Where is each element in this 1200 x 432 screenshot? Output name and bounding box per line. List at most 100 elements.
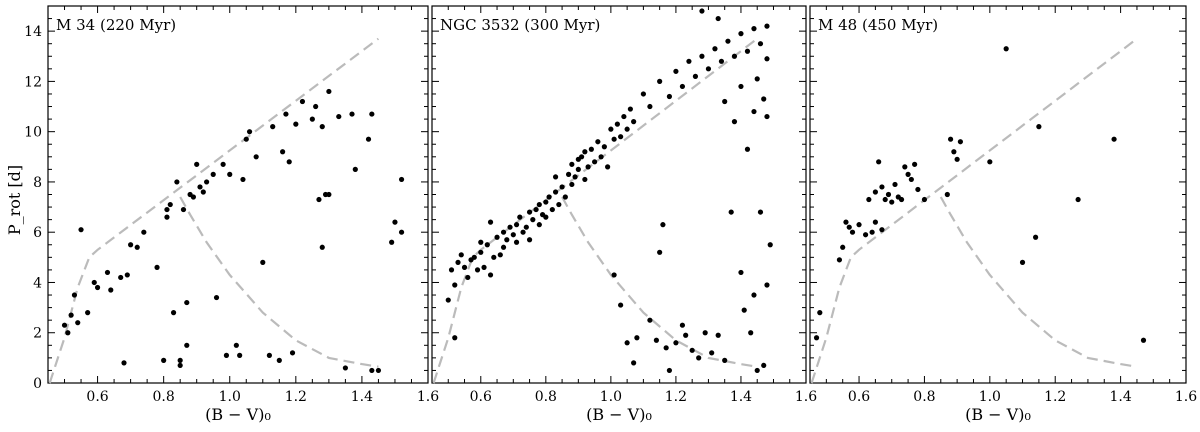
data-point (326, 191, 332, 198)
y-tick-label: 10 (24, 125, 42, 141)
data-point (65, 330, 71, 336)
data-point (121, 360, 127, 366)
x-tick-label: 1.4 (730, 389, 752, 405)
data-point (445, 297, 451, 303)
data-point (1019, 259, 1026, 265)
data-point (461, 264, 468, 270)
data-point (846, 224, 852, 230)
data-point (689, 347, 695, 353)
data-point (452, 335, 458, 341)
data-point (190, 194, 196, 200)
data-point (647, 317, 653, 323)
data-point (270, 124, 276, 130)
data-point (856, 222, 862, 228)
data-point (299, 98, 306, 105)
data-point (696, 355, 702, 361)
data-point (474, 267, 481, 273)
data-point (78, 227, 84, 233)
data-point (104, 269, 111, 276)
data-point (757, 41, 764, 47)
data-point (912, 161, 918, 167)
data-point (611, 272, 617, 278)
data-point (614, 121, 620, 127)
data-point (754, 76, 760, 82)
data-point (484, 242, 490, 248)
data-point (751, 26, 757, 32)
data-point (565, 171, 572, 177)
data-point (621, 113, 627, 120)
y-tick-label: 4 (33, 275, 42, 291)
data-point (213, 294, 220, 301)
data-point (180, 206, 187, 213)
reference-curve-lower (561, 196, 758, 368)
data-point (184, 342, 190, 348)
data-point (987, 159, 993, 165)
data-point (595, 139, 601, 145)
data-point (177, 357, 183, 363)
data-point (342, 365, 348, 371)
data-point (174, 179, 180, 185)
plot-frame (47, 5, 429, 384)
data-point (336, 113, 342, 120)
data-point (647, 103, 653, 110)
data-point (253, 154, 259, 160)
data-point (947, 136, 954, 142)
data-point (722, 357, 728, 363)
data-point (134, 244, 140, 250)
data-point (618, 134, 624, 140)
data-point (458, 252, 464, 258)
data-point (657, 78, 663, 84)
data-point (487, 219, 494, 225)
data-point (709, 350, 715, 356)
data-point (879, 227, 885, 233)
data-point (118, 274, 124, 281)
data-point (634, 335, 640, 341)
data-point (702, 330, 708, 336)
panel-3: 0.6 0.8 1.0 1.2 1.4 1.6 (B − V)₀ M 48 (450 Myr) (809, 5, 1197, 424)
data-point (352, 166, 358, 172)
data-point (526, 237, 533, 243)
data-point (319, 124, 325, 130)
data-point (744, 146, 751, 152)
data-point (507, 224, 513, 230)
data-point (653, 337, 660, 343)
data-point (611, 136, 617, 142)
data-point (915, 186, 921, 193)
data-point (757, 209, 764, 215)
panel-1: 0.6 0.8 1.0 1.2 1.4 1.6 0 2 4 6 8 10 12 14 (B − V)₀ M 3… (24, 5, 439, 424)
data-point (510, 232, 516, 238)
data-point (369, 367, 375, 374)
data-point (194, 161, 200, 167)
y-tick-label: 0 (33, 376, 42, 392)
x-tick-label: 1.0 (979, 389, 1001, 405)
x-tick-label: 0.8 (153, 389, 175, 405)
data-point (478, 239, 484, 245)
data-point (75, 320, 81, 326)
data-point (200, 189, 206, 195)
data-point (1003, 46, 1009, 52)
reference-curve-upper (48, 37, 380, 384)
data-point (666, 367, 673, 374)
data-point (448, 267, 455, 273)
data-point (504, 237, 510, 243)
data-point (243, 136, 249, 142)
data-point (764, 282, 770, 288)
data-point (398, 229, 405, 235)
data-point (61, 322, 68, 328)
data-point (957, 139, 964, 145)
data-point (210, 171, 216, 177)
data-point (761, 362, 767, 369)
x-tick-label: 1.6 (1175, 389, 1197, 405)
x-tick-label: 1.0 (219, 389, 241, 405)
data-point (517, 214, 523, 220)
data-point (369, 111, 375, 117)
data-point (663, 345, 669, 351)
data-point (699, 53, 705, 59)
data-point (738, 31, 744, 37)
data-point (908, 176, 914, 183)
data-point (487, 272, 494, 278)
data-point (1033, 234, 1039, 240)
data-point (309, 116, 315, 122)
data-point (543, 214, 549, 220)
data-point (536, 222, 542, 228)
